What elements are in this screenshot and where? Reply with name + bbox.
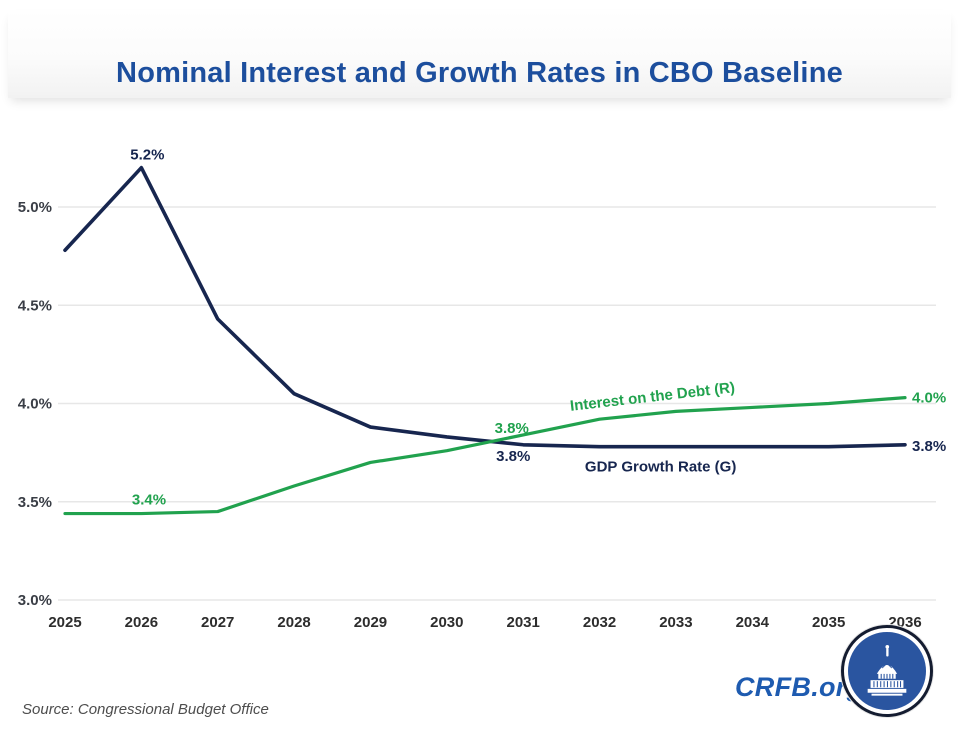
series-line-interest-on-debt	[63, 396, 907, 516]
header-band	[8, 10, 951, 98]
series-inline-label: GDP Growth Rate (G)	[585, 458, 736, 475]
data-label: 4.0%	[912, 390, 946, 407]
data-label: 3.8%	[912, 438, 946, 455]
data-label: 5.2%	[130, 147, 164, 164]
x-tick-label: 2025	[48, 614, 81, 631]
x-tick-label: 2036	[888, 614, 921, 631]
x-tick-label: 2026	[125, 614, 158, 631]
x-tick-label: 2035	[812, 614, 845, 631]
x-tick-label: 2029	[354, 614, 387, 631]
series-line-gdp-growth	[63, 165, 907, 449]
capitol-dome-icon	[867, 644, 907, 696]
page-title: Nominal Interest and Growth Rates in CBO…	[116, 57, 843, 90]
x-tick-label: 2032	[583, 614, 616, 631]
data-label: 3.8%	[495, 420, 529, 437]
x-tick-label: 2033	[659, 614, 692, 631]
crfb-logo	[844, 628, 930, 714]
y-tick-label: 3.5%	[18, 494, 52, 511]
y-tick-label: 4.5%	[18, 297, 52, 314]
x-tick-label: 2031	[506, 614, 539, 631]
y-tick-label: 5.0%	[18, 199, 52, 216]
source-note: Source: Congressional Budget Office	[22, 701, 269, 718]
crfb-wordmark: CRFB.org	[735, 672, 864, 702]
data-label: 3.8%	[496, 448, 530, 465]
x-tick-label: 2028	[277, 614, 310, 631]
y-tick-label: 3.0%	[18, 592, 52, 609]
y-tick-label: 4.0%	[18, 396, 52, 413]
data-label: 3.4%	[132, 492, 166, 509]
x-tick-label: 2027	[201, 614, 234, 631]
x-tick-label: 2034	[736, 614, 770, 631]
x-tick-label: 2030	[430, 614, 463, 631]
